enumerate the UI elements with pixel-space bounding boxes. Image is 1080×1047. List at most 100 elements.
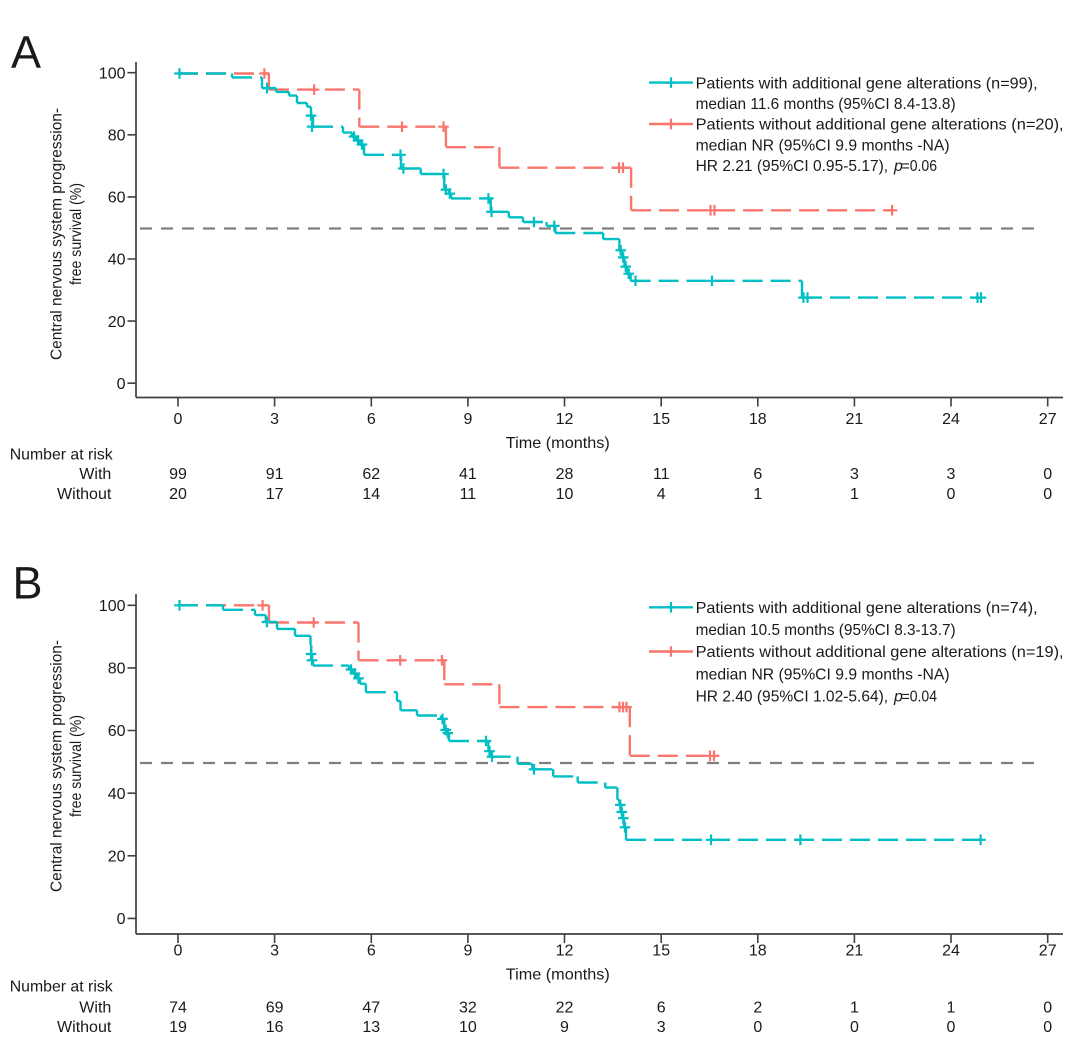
svg-text:6: 6 (367, 411, 376, 428)
svg-text:11: 11 (460, 486, 477, 503)
svg-text:40: 40 (108, 786, 126, 803)
svg-text:80: 80 (108, 128, 126, 145)
svg-text:free survival (%): free survival (%) (68, 183, 85, 285)
svg-text:3: 3 (657, 1019, 666, 1036)
svg-text:Patients with additional gene: Patients with additional gene alteration… (696, 600, 1038, 617)
svg-text:20: 20 (108, 314, 126, 331)
svg-text:0: 0 (117, 911, 126, 928)
svg-text:Time (months): Time (months) (506, 966, 610, 983)
svg-text:15: 15 (652, 411, 670, 428)
svg-text:62: 62 (362, 466, 380, 483)
svg-text:median 10.5 months (95%CI 8.3-: median 10.5 months (95%CI 8.3-13.7) (696, 622, 956, 639)
svg-text:median NR (95%CI 9.9 months -N: median NR (95%CI 9.9 months -NA) (696, 666, 950, 683)
svg-text:median 11.6 months (95%CI 8.4-: median 11.6 months (95%CI 8.4-13.8) (696, 96, 956, 113)
svg-text:10: 10 (556, 486, 574, 503)
svg-text:6: 6 (367, 942, 376, 959)
svg-text:11: 11 (653, 466, 670, 483)
svg-text:80: 80 (108, 661, 126, 678)
svg-text:9: 9 (463, 411, 472, 428)
svg-text:0: 0 (947, 486, 956, 503)
svg-text:18: 18 (749, 411, 767, 428)
svg-text:Central nervous system progres: Central nervous system progression- (49, 108, 66, 360)
svg-text:100: 100 (99, 65, 126, 82)
svg-text:0: 0 (1043, 1019, 1052, 1036)
svg-text:13: 13 (362, 1019, 380, 1036)
svg-text:6: 6 (657, 1000, 666, 1017)
svg-text:12: 12 (556, 942, 574, 959)
svg-text:47: 47 (362, 1000, 380, 1017)
svg-text:2: 2 (753, 1000, 762, 1017)
svg-text:=0.04: =0.04 (902, 688, 938, 705)
svg-text:24: 24 (942, 942, 960, 959)
svg-text:p: p (893, 688, 903, 705)
svg-text:0: 0 (1043, 1000, 1052, 1017)
svg-text:40: 40 (108, 252, 126, 269)
svg-text:3: 3 (270, 411, 279, 428)
svg-text:100: 100 (99, 598, 126, 615)
svg-text:91: 91 (266, 466, 284, 483)
svg-text:9: 9 (560, 1019, 569, 1036)
svg-text:28: 28 (556, 466, 574, 483)
svg-text:1: 1 (850, 486, 859, 503)
svg-text:74: 74 (169, 1000, 187, 1017)
svg-text:0: 0 (850, 1019, 859, 1036)
svg-text:27: 27 (1039, 942, 1057, 959)
svg-text:20: 20 (169, 486, 187, 503)
svg-text:0: 0 (947, 1019, 956, 1036)
svg-text:20: 20 (108, 849, 126, 866)
svg-text:22: 22 (556, 1000, 574, 1017)
svg-text:60: 60 (108, 723, 126, 740)
svg-text:HR 2.40 (95%CI 1.02-5.64),: HR 2.40 (95%CI 1.02-5.64), (696, 688, 889, 705)
svg-text:With: With (79, 1000, 111, 1017)
svg-text:With: With (79, 466, 111, 483)
svg-text:Central nervous system progres: Central nervous system progression- (49, 640, 66, 892)
svg-text:69: 69 (266, 1000, 284, 1017)
svg-text:A: A (11, 27, 41, 78)
svg-text:18: 18 (749, 942, 767, 959)
svg-text:32: 32 (459, 1000, 477, 1017)
svg-text:1: 1 (947, 1000, 956, 1017)
svg-text:p: p (893, 158, 903, 175)
svg-text:9: 9 (463, 942, 472, 959)
svg-text:Patients with additional gene: Patients with additional gene alteration… (696, 75, 1038, 92)
svg-text:Without: Without (57, 486, 112, 503)
svg-text:Without: Without (57, 1019, 112, 1036)
svg-text:0: 0 (1043, 486, 1052, 503)
svg-text:=0.06: =0.06 (902, 158, 938, 175)
svg-text:99: 99 (169, 466, 187, 483)
svg-text:6: 6 (753, 466, 762, 483)
svg-text:16: 16 (266, 1019, 284, 1036)
svg-text:HR 2.21 (95%CI 0.95-5.17),: HR 2.21 (95%CI 0.95-5.17), (696, 158, 889, 175)
svg-text:41: 41 (459, 466, 477, 483)
svg-text:1: 1 (850, 1000, 859, 1017)
svg-text:24: 24 (942, 411, 960, 428)
svg-text:median NR (95%CI 9.9 months -N: median NR (95%CI 9.9 months -NA) (696, 137, 950, 154)
svg-text:4: 4 (657, 486, 666, 503)
svg-text:10: 10 (459, 1019, 477, 1036)
svg-text:3: 3 (270, 942, 279, 959)
svg-text:14: 14 (362, 486, 380, 503)
svg-text:12: 12 (556, 411, 574, 428)
svg-text:0: 0 (174, 942, 183, 959)
svg-text:0: 0 (1043, 466, 1052, 483)
svg-text:Number at risk: Number at risk (10, 979, 114, 996)
svg-text:21: 21 (846, 411, 864, 428)
svg-text:15: 15 (652, 942, 670, 959)
svg-text:60: 60 (108, 190, 126, 207)
svg-text:17: 17 (266, 486, 284, 503)
svg-text:1: 1 (753, 486, 762, 503)
svg-text:Number at risk: Number at risk (10, 447, 114, 464)
svg-text:0: 0 (117, 376, 126, 393)
svg-text:Time (months): Time (months) (506, 435, 610, 452)
svg-text:0: 0 (753, 1019, 762, 1036)
svg-text:27: 27 (1039, 411, 1057, 428)
svg-text:Patients without additional ge: Patients without additional gene alterat… (696, 117, 1064, 134)
svg-text:B: B (13, 558, 43, 609)
svg-text:free survival (%): free survival (%) (68, 715, 85, 817)
svg-text:21: 21 (846, 942, 864, 959)
svg-text:Patients without additional ge: Patients without additional gene alterat… (696, 644, 1064, 661)
svg-text:0: 0 (174, 411, 183, 428)
svg-text:3: 3 (947, 466, 956, 483)
svg-text:19: 19 (169, 1019, 187, 1036)
svg-text:3: 3 (850, 466, 859, 483)
